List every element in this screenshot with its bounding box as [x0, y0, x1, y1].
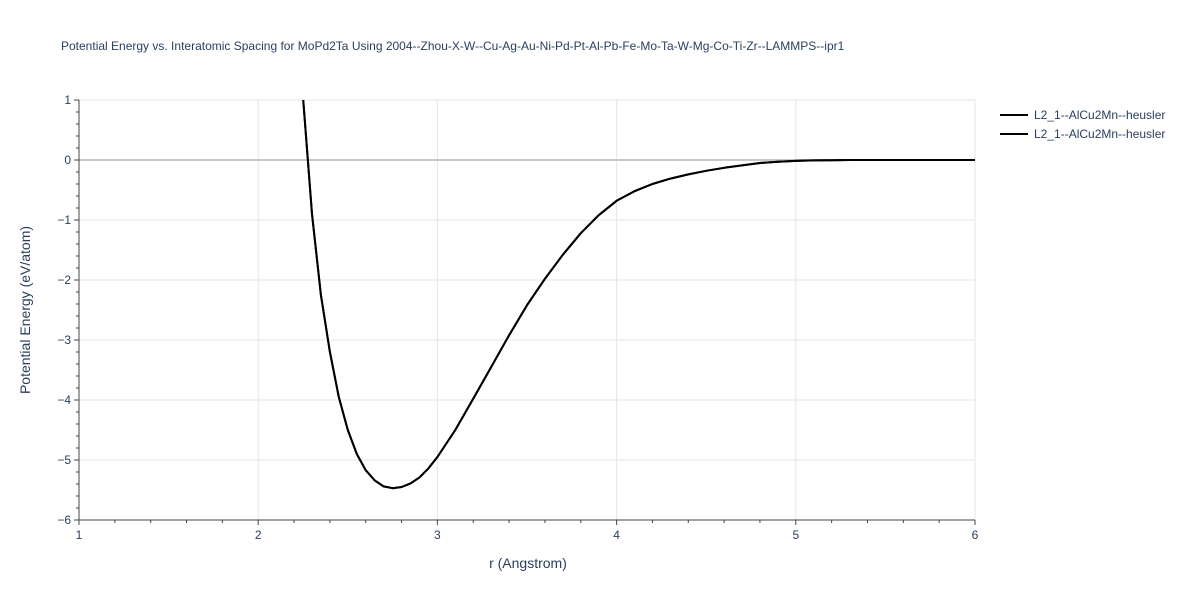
y-tick-label: −3: [57, 333, 71, 347]
x-tick-label: 5: [792, 528, 799, 542]
legend-item[interactable]: L2_1--AlCu2Mn--heusler: [1000, 127, 1165, 141]
x-tick-label: 3: [434, 528, 441, 542]
legend-label: L2_1--AlCu2Mn--heusler: [1034, 108, 1165, 122]
y-tick-label: 0: [64, 153, 71, 167]
x-axis-label: r (Angstrom): [489, 555, 567, 571]
legend[interactable]: L2_1--AlCu2Mn--heusler L2_1--AlCu2Mn--heu…: [1000, 108, 1165, 141]
x-tick-label: 2: [255, 528, 262, 542]
y-tick-label: −1: [57, 213, 71, 227]
grid-layer: [79, 99, 976, 520]
series-layer: [302, 100, 975, 490]
chart-title: Potential Energy vs. Interatomic Spacing…: [61, 39, 845, 53]
x-tick-label: 1: [76, 528, 83, 542]
y-axis-label: Potential Energy (eV/atom): [17, 226, 33, 394]
legend-item[interactable]: L2_1--AlCu2Mn--heusler: [1000, 108, 1165, 122]
series-line: [302, 100, 975, 490]
series-line: [302, 100, 975, 490]
x-tick-label: 4: [613, 528, 620, 542]
y-tick-label: −2: [57, 273, 71, 287]
y-tick-label: −5: [57, 453, 71, 467]
y-tick-label: −4: [57, 393, 71, 407]
x-tick-label: 6: [972, 528, 979, 542]
y-tick-label: −6: [57, 513, 71, 527]
axis-layer: 1 2 3 4 5 6 1 0 −1 −2 −3 −4 −5 −6: [57, 93, 978, 542]
y-tick-label: 1: [64, 93, 71, 107]
legend-label: L2_1--AlCu2Mn--heusler: [1034, 127, 1165, 141]
